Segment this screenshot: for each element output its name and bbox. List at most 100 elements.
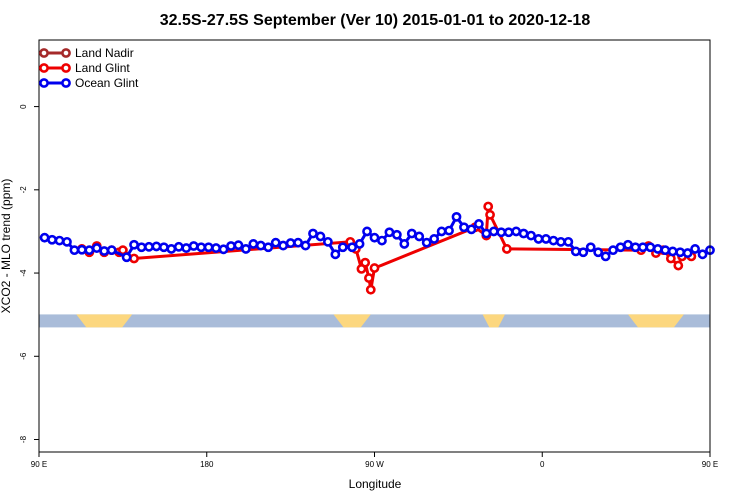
ocean-strip xyxy=(39,314,710,328)
data-point xyxy=(459,222,469,233)
data-point xyxy=(211,243,221,253)
x-tick-label: 90 E xyxy=(31,460,47,469)
data-point xyxy=(660,245,671,256)
data-point xyxy=(308,228,318,239)
data-point xyxy=(278,240,289,251)
data-point xyxy=(526,230,536,241)
x-axis-label: Longitude xyxy=(349,477,402,491)
data-point xyxy=(645,242,656,253)
data-point xyxy=(578,247,589,258)
data-point xyxy=(563,236,574,247)
data-point xyxy=(158,242,169,253)
data-point xyxy=(347,242,358,253)
data-point xyxy=(406,228,417,239)
data-point xyxy=(697,249,708,260)
land-segment xyxy=(482,314,505,328)
data-point xyxy=(630,242,641,253)
data-point xyxy=(600,251,611,262)
data-point xyxy=(69,245,80,256)
legend-marker xyxy=(61,78,71,88)
data-point xyxy=(429,234,440,244)
data-point xyxy=(414,231,425,242)
data-point xyxy=(652,244,663,254)
x-tick-label: 180 xyxy=(200,460,214,469)
data-point xyxy=(466,224,477,235)
data-point xyxy=(354,239,365,249)
data-point xyxy=(481,228,492,239)
data-point xyxy=(144,241,154,252)
data-point xyxy=(608,245,618,256)
data-point xyxy=(196,242,207,253)
data-point xyxy=(503,227,514,238)
data-point xyxy=(173,241,184,252)
data-point xyxy=(337,242,348,253)
data-point xyxy=(673,260,684,271)
series-ocean-glint xyxy=(39,211,715,263)
land-segment xyxy=(333,314,371,328)
x-axis: 90 E 180 90 W 0 90 E xyxy=(31,452,718,469)
data-point xyxy=(675,247,686,258)
legend-label: Land Nadir xyxy=(75,46,134,60)
data-point xyxy=(270,237,281,248)
data-point xyxy=(501,244,512,254)
data-point xyxy=(690,244,700,254)
y-tick-label: -8 xyxy=(19,435,28,443)
y-axis: 0 -2 -4 -6 -8 xyxy=(19,104,39,443)
data-point xyxy=(76,244,87,255)
data-point xyxy=(444,225,454,236)
data-point xyxy=(117,245,128,256)
y-tick-label: -4 xyxy=(19,269,28,277)
legend-marker xyxy=(39,63,49,73)
data-point xyxy=(421,237,432,248)
data-point xyxy=(226,241,236,251)
data-point xyxy=(181,243,192,253)
data-point xyxy=(121,252,132,263)
land-segment xyxy=(627,314,684,328)
data-point xyxy=(623,239,633,250)
data-point xyxy=(248,239,259,249)
data-point xyxy=(511,226,522,237)
y-tick-label: -6 xyxy=(19,352,28,360)
x-tick-label: 0 xyxy=(540,460,545,469)
data-point xyxy=(263,242,274,253)
data-point xyxy=(483,201,494,212)
chart-title: 32.5S-27.5S September (Ver 10) 2015-01-0… xyxy=(160,12,591,29)
data-point xyxy=(436,226,447,237)
data-point xyxy=(377,235,387,246)
data-point xyxy=(285,238,296,248)
data-point xyxy=(488,226,499,237)
data-point xyxy=(84,245,95,256)
data-point xyxy=(129,239,139,250)
land-segment xyxy=(76,314,133,328)
x-tick-label: 90 W xyxy=(365,460,384,469)
data-point xyxy=(91,243,102,253)
data-point xyxy=(106,245,117,256)
data-point xyxy=(240,244,251,254)
x-tick-label: 90 E xyxy=(702,460,718,469)
legend-item-land-nadir: Land Nadir xyxy=(39,46,134,60)
data-point xyxy=(384,227,395,238)
legend-marker xyxy=(61,48,71,58)
y-axis-label: XCO2 - MLO trend (ppm) xyxy=(0,179,13,314)
data-point xyxy=(518,228,529,239)
data-point xyxy=(451,211,462,222)
data-point xyxy=(330,249,341,260)
data-point xyxy=(360,257,371,268)
data-point xyxy=(473,219,484,229)
data-point xyxy=(39,232,50,243)
data-point xyxy=(369,232,380,243)
data-point xyxy=(615,242,626,253)
data-point xyxy=(399,239,410,249)
land-ocean-strip xyxy=(39,314,710,328)
data-point xyxy=(99,246,110,256)
data-point xyxy=(255,240,266,251)
data-point xyxy=(638,242,648,253)
data-point xyxy=(593,247,604,258)
data-point xyxy=(323,236,333,247)
data-point xyxy=(485,209,495,220)
legend-item-ocean-glint: Ocean Glint xyxy=(39,76,139,90)
data-point xyxy=(365,284,376,295)
data-point xyxy=(136,242,147,253)
